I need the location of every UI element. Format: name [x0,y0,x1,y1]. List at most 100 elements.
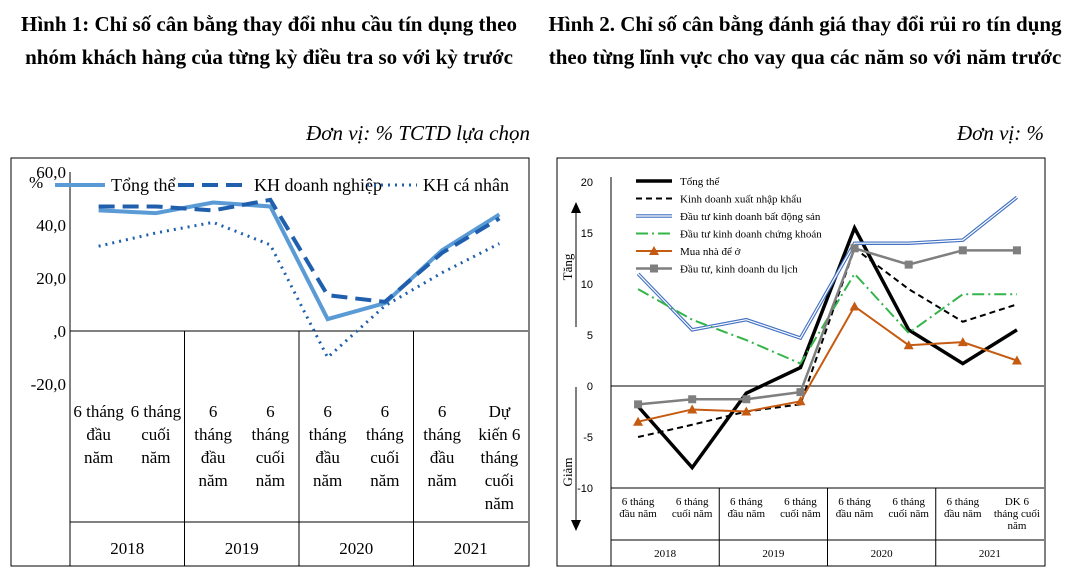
category-label-line: 6 [381,402,390,421]
year-label: 2020 [871,548,894,560]
category-label: 6 tháng đầu năm [728,496,766,520]
series-line-2 [637,246,1018,438]
series-marker-5 [687,404,698,414]
category-label-line: 6 tháng [73,402,124,421]
series-marker-5 [957,337,968,347]
axis-down-label: Giảm [560,458,575,487]
series-marker-6 [904,260,913,269]
series-marker-5 [795,396,806,406]
axis-up-label: Tăng [560,253,575,280]
category-label: 6 tháng cuối năm [366,402,404,490]
category-label-line: 6 [266,402,275,421]
y-tick-label: -5 [583,432,593,444]
category-label-line: năm [370,471,399,490]
category-label-line: 6 tháng [838,496,871,508]
series-line-3 [637,196,1018,339]
legend-label: Tổng thể [111,175,176,195]
series-line-1 [98,200,501,322]
category-label: 6 tháng đầu năm [73,402,124,467]
legend-label: Kinh doanh xuất nhập khẩu [680,194,802,206]
category-label-line: đầu năm [619,508,657,520]
y-tick-label: 5 [587,330,593,342]
category-label-line: 6 [438,402,447,421]
category-label: 6 tháng đầu năm [619,496,657,520]
series-marker-6 [742,395,751,404]
category-label-line: 6 tháng [622,496,655,508]
category-label-line: cuối năm [888,508,929,520]
y-tick-label: 10 [581,279,593,291]
category-label-line: cuối [256,448,286,467]
legend-label: Đầu tư kinh doanh bất động sản [680,211,821,223]
legend-label: KH cá nhân [423,175,509,195]
legend-label: Đầu tư, kinh doanh du lịch [680,264,798,276]
series-line-2 [98,197,501,304]
figure1-unit: Đơn vị: % TCTD lựa chọn [306,121,530,145]
category-label: 6 tháng đầu năm [423,402,461,490]
category-label-line: năm [256,471,285,490]
category-label-line: 6 [209,402,218,421]
category-label-line: tháng [480,448,518,467]
category-label-line: cuối [141,425,171,444]
category-label-line: đầu năm [728,508,766,520]
category-label-line: đầu [315,448,340,467]
series-marker-5 [633,416,644,426]
figure1-title: Hình 1: Chỉ số cân bằng thay đổi nhu cầu… [21,12,517,69]
series-marker-6 [796,388,805,397]
figure1-frame [10,157,530,567]
series-marker-5 [903,340,914,350]
category-label-line: đầu [201,448,226,467]
category-label-line: tháng [251,425,289,444]
year-label: 2019 [225,539,259,558]
category-label-line: tháng cuối [994,508,1040,520]
category-label: 6 tháng cuối năm [888,496,929,520]
series-marker-6 [634,400,643,409]
category-label-line: năm [313,471,342,490]
category-label: 6 tháng đầu năm [194,402,232,490]
legend-label: Đầu tư kinh doanh chứng khoán [680,229,822,241]
figure1-chart: 60,0 40,0 20,0 ,0 -20,0% 2018 2019 2020 2021 6 th… [10,157,530,567]
category-label-line: 6 tháng [784,496,817,508]
year-label: 2018 [654,548,677,560]
figure2-frame [556,157,1046,567]
category-label-line: đầu [86,425,111,444]
category-label-line: năm [1007,520,1026,532]
figure2-title: Hình 2. Chỉ số cân bằng đánh giá thay đổ… [548,12,1062,69]
category-label: 6 tháng cuối năm [672,496,713,520]
category-label-line: tháng [194,425,232,444]
legend-marker [649,246,659,255]
category-label-line: cuối năm [672,508,713,520]
legend-label: Mua nhà để ở [680,246,741,258]
category-label-line: 6 tháng [946,496,979,508]
category-label-line: năm [198,471,227,490]
y-tick-label: 0 [587,381,593,393]
legend-label: Tổng thể [680,176,720,188]
category-label: 6 tháng cuối năm [251,402,289,490]
down-arrow-icon [571,520,581,531]
y-tick-label: 20,0 [36,269,66,288]
series-line-6 [637,246,1017,406]
year-label: 2021 [979,548,1001,560]
category-label: Dự kiến 6 tháng cuối năm [478,402,520,513]
category-label-line: cuối [370,448,400,467]
y-tick-label: 60,0 [36,163,66,182]
year-label: 2020 [339,539,373,558]
y-tick-label: -10 [577,483,593,495]
up-arrow-icon [571,202,581,213]
category-label-line: đầu năm [944,508,982,520]
series-marker-5 [741,406,752,416]
y-tick-label: ,0 [53,322,66,341]
y-unit-label: % [29,173,43,192]
category-label-line: 6 tháng [892,496,925,508]
category-label-line: năm [485,494,514,513]
category-label: DK 6 tháng cuối năm [994,496,1040,532]
category-label-line: năm [84,448,113,467]
category-label: 6 tháng đầu năm [309,402,347,490]
category-label-line: Dự [489,402,511,421]
category-label-line: kiến 6 [478,425,520,444]
category-label-line: năm [427,471,456,490]
category-label-line: 6 tháng [730,496,763,508]
category-label-line: 6 tháng [131,402,182,421]
category-label-line: cuối [485,471,515,490]
category-label: 6 tháng đầu năm [836,496,874,520]
y-tick-label: -20,0 [31,375,66,394]
